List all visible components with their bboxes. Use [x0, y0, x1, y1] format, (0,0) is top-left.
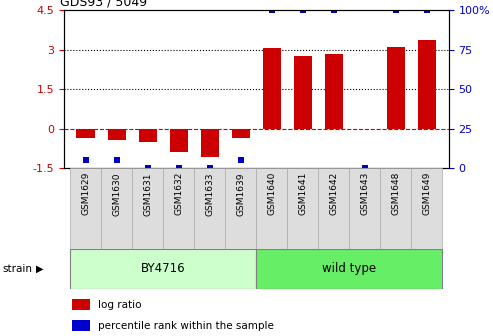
- Text: GSM1642: GSM1642: [329, 172, 338, 215]
- Point: [299, 7, 307, 13]
- Point: [392, 7, 400, 13]
- Bar: [287, 168, 318, 249]
- Bar: [170, 128, 188, 152]
- Bar: [350, 168, 381, 249]
- Text: GSM1632: GSM1632: [175, 172, 183, 215]
- Bar: [201, 128, 219, 158]
- Bar: [70, 168, 101, 249]
- Bar: [107, 128, 126, 140]
- Text: GSM1648: GSM1648: [391, 172, 400, 215]
- Text: GDS93 / 5049: GDS93 / 5049: [60, 0, 147, 9]
- Bar: [387, 47, 405, 128]
- Point: [237, 157, 245, 163]
- Text: GSM1639: GSM1639: [236, 172, 246, 215]
- Point: [423, 7, 431, 13]
- Text: BY4716: BY4716: [141, 262, 186, 275]
- Bar: [70, 249, 256, 289]
- Text: GSM1629: GSM1629: [81, 172, 90, 215]
- Point: [206, 165, 214, 171]
- Bar: [256, 168, 287, 249]
- Point: [361, 165, 369, 171]
- Bar: [194, 168, 225, 249]
- Bar: [318, 168, 350, 249]
- Point: [82, 157, 90, 163]
- Bar: [163, 168, 194, 249]
- Point: [113, 157, 121, 163]
- Text: GSM1633: GSM1633: [206, 172, 214, 215]
- Bar: [263, 48, 281, 128]
- Text: GSM1631: GSM1631: [143, 172, 152, 215]
- Text: GSM1630: GSM1630: [112, 172, 121, 215]
- Bar: [256, 249, 442, 289]
- Text: percentile rank within the sample: percentile rank within the sample: [98, 321, 274, 331]
- Bar: [101, 168, 132, 249]
- Point: [175, 165, 183, 171]
- Bar: [412, 168, 442, 249]
- Text: GSM1641: GSM1641: [298, 172, 307, 215]
- Text: GSM1649: GSM1649: [423, 172, 431, 215]
- Point: [268, 7, 276, 13]
- Text: strain: strain: [2, 264, 33, 274]
- Text: log ratio: log ratio: [98, 300, 141, 309]
- Bar: [132, 168, 163, 249]
- Bar: [139, 128, 157, 142]
- Text: ▶: ▶: [35, 264, 43, 274]
- Bar: [225, 168, 256, 249]
- Bar: [72, 299, 90, 310]
- Bar: [72, 320, 90, 331]
- Bar: [76, 128, 95, 138]
- Bar: [381, 168, 412, 249]
- Text: wild type: wild type: [322, 262, 377, 275]
- Point: [144, 165, 152, 171]
- Text: GSM1643: GSM1643: [360, 172, 369, 215]
- Bar: [293, 56, 312, 128]
- Bar: [418, 40, 436, 128]
- Bar: [232, 128, 250, 138]
- Bar: [324, 53, 343, 128]
- Text: GSM1640: GSM1640: [267, 172, 277, 215]
- Point: [330, 7, 338, 13]
